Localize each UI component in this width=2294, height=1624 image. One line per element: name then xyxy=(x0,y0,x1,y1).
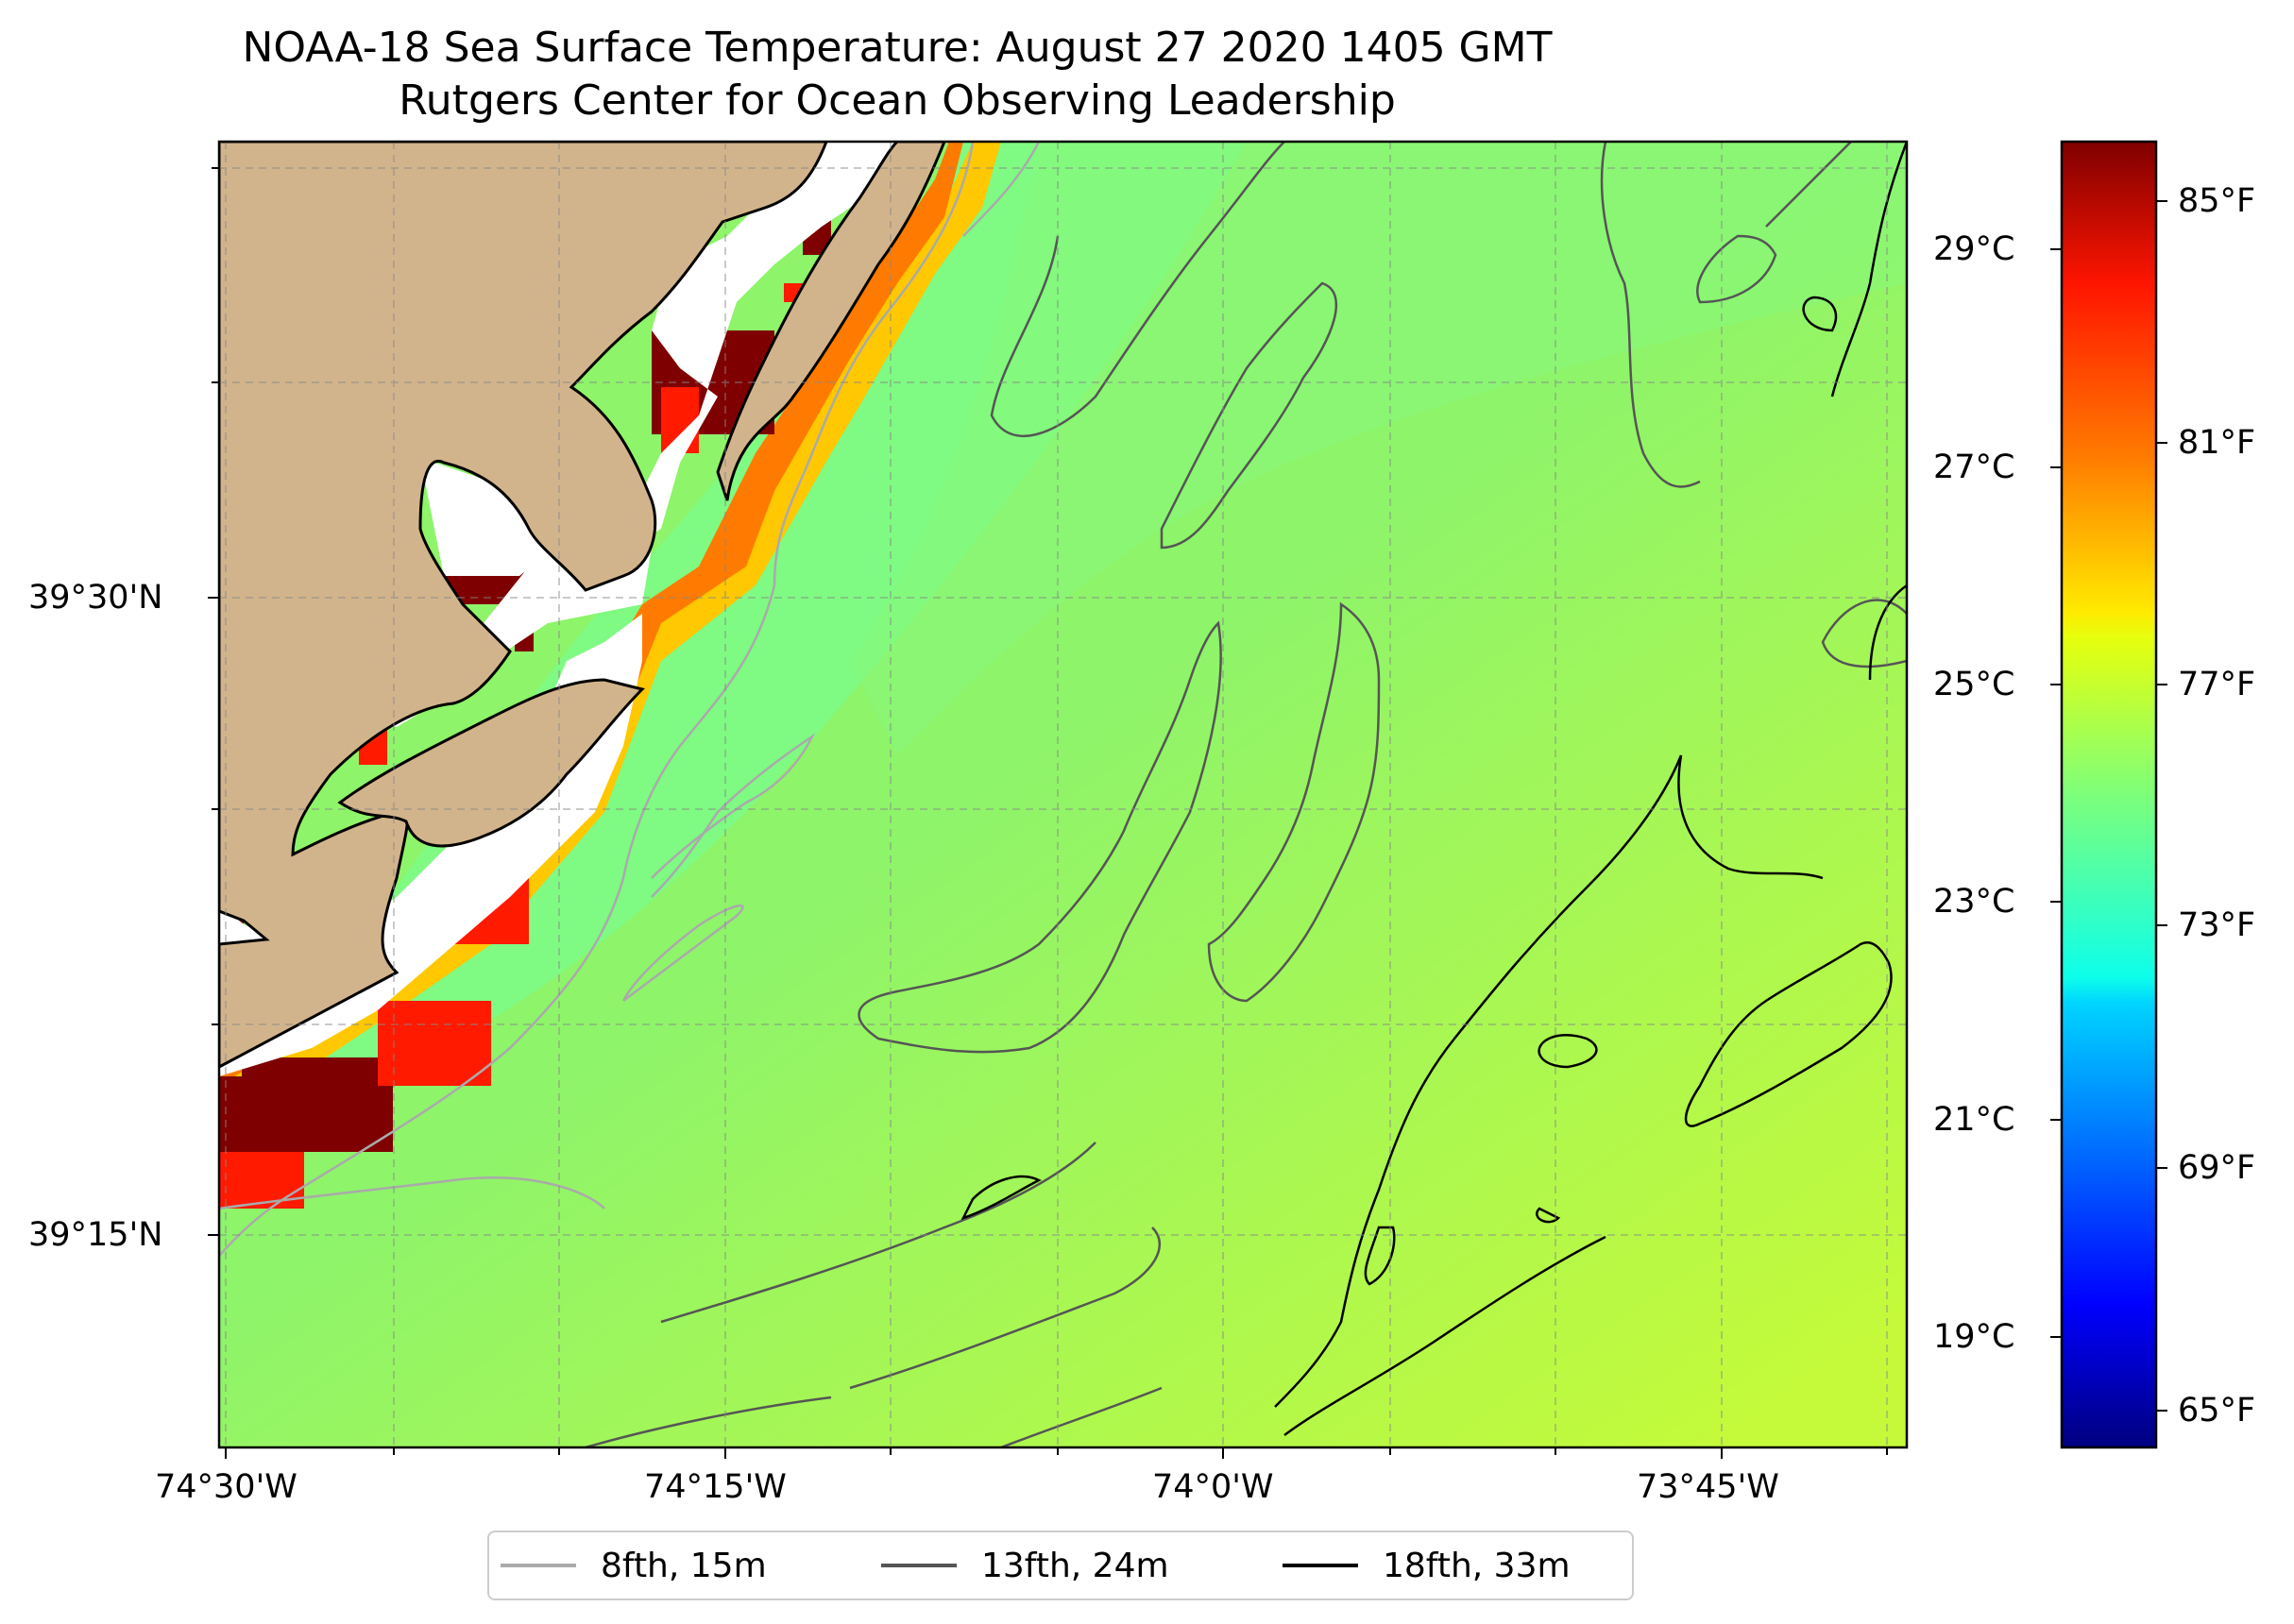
map-subtitle: Rutgers Center for Ocean Observing Leade… xyxy=(399,76,1396,125)
legend-line-icon xyxy=(501,1564,576,1567)
land-mass xyxy=(219,142,828,1069)
colorbar-fahrenheit-label: 81°F xyxy=(2178,424,2256,462)
legend-item-8fth: 8fth, 15m xyxy=(501,1532,767,1599)
colorbar-celsius-label: 21°C xyxy=(1933,1101,2015,1139)
legend-label: 18fth, 33m xyxy=(1383,1546,1571,1585)
x-tick-label: 74°15'W xyxy=(644,1468,787,1506)
colorbar-celsius-label: 25°C xyxy=(1933,666,2015,703)
isobath-18fth xyxy=(960,142,1907,1437)
cool-water-band-north xyxy=(850,142,1907,755)
lagoon-island xyxy=(337,678,645,848)
y-tick-label: 39°15'N xyxy=(28,1216,163,1254)
colorbar-celsius-label: 29°C xyxy=(1933,230,2015,268)
barrier-island xyxy=(716,142,946,501)
x-tick-label: 73°45'W xyxy=(1637,1468,1779,1506)
colorbar-fahrenheit-label: 85°F xyxy=(2178,182,2256,220)
legend: 8fth, 15m 13fth, 24m 18fth, 33m xyxy=(487,1531,1634,1600)
gridlines xyxy=(219,142,1907,1447)
legend-item-13fth: 13fth, 24m xyxy=(881,1532,1169,1599)
colorbar-fahrenheit-label: 65°F xyxy=(2178,1392,2256,1429)
map-title: NOAA-18 Sea Surface Temperature: August … xyxy=(242,24,1553,72)
isobath-8fth xyxy=(219,142,1041,1257)
colorbar-celsius-label: 23°C xyxy=(1933,883,2015,921)
colorbar xyxy=(2060,140,2158,1449)
legend-line-icon xyxy=(881,1564,957,1567)
legend-item-18fth: 18fth, 33m xyxy=(1283,1532,1571,1599)
legend-label: 8fth, 15m xyxy=(601,1546,767,1585)
y-tick-label: 39°30'N xyxy=(28,579,163,617)
legend-label: 13fth, 24m xyxy=(981,1546,1169,1585)
colorbar-fahrenheit-label: 69°F xyxy=(2178,1149,2256,1187)
x-tick-label: 74°30'W xyxy=(155,1468,297,1506)
colorbar-ticks xyxy=(2050,200,2167,1412)
colorbar-celsius-label: 19°C xyxy=(1933,1318,2015,1356)
colorbar-fahrenheit-label: 77°F xyxy=(2178,666,2256,703)
map-frame xyxy=(217,140,1909,1449)
axis-ticks xyxy=(208,167,1888,1459)
legend-line-icon xyxy=(1283,1564,1358,1567)
x-tick-label: 74°0'W xyxy=(1152,1468,1274,1506)
colorbar-fahrenheit-label: 73°F xyxy=(2178,906,2256,944)
colorbar-celsius-label: 27°C xyxy=(1933,448,2015,486)
no-data-mask xyxy=(219,142,897,1076)
